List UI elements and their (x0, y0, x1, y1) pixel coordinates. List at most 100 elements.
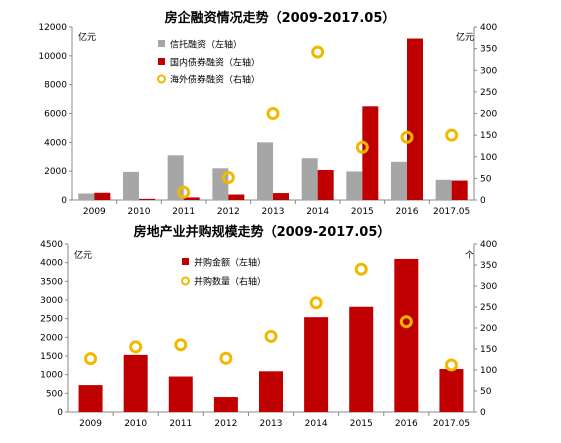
bar-left-s0-2017.05 (439, 369, 464, 412)
right-tick-label: 300 (480, 282, 497, 292)
right-tick-label: 300 (480, 66, 497, 76)
left-tick-label: 12000 (38, 23, 67, 33)
x-tick-label: 2013 (260, 419, 283, 429)
bar-left-s0-2011 (168, 376, 193, 412)
x-tick-label: 2015 (351, 207, 374, 217)
left-tick-label: 1500 (40, 352, 63, 362)
chart-title: 房企融资情况走势（2009-2017.05） (165, 10, 396, 26)
left-tick-label: 2500 (40, 315, 63, 325)
x-tick-label: 2010 (124, 419, 147, 429)
right-tick-label: 400 (480, 240, 497, 250)
x-tick-label: 2016 (396, 207, 419, 217)
bar-left-s1-2010 (139, 198, 155, 200)
bar-left-s0-2015 (346, 171, 363, 200)
x-tick-label: 2009 (79, 419, 102, 429)
right-axis-unit: 亿元 (456, 31, 474, 43)
right-tick-label: 100 (480, 153, 497, 163)
bar-left-s0-2014 (304, 317, 329, 412)
left-tick-label: 0 (57, 408, 63, 418)
legend-swatch-2 (157, 74, 166, 84)
bar-left-s0-2013 (259, 371, 283, 412)
legend-swatch-0 (182, 258, 189, 265)
point-s2-2017.05 (445, 128, 459, 142)
left-tick-label: 3500 (40, 277, 63, 287)
x-tick-label: 2016 (395, 419, 418, 429)
left-tick-label: 4000 (44, 138, 67, 148)
point-s2-2014 (311, 45, 325, 59)
right-tick-label: 150 (480, 345, 497, 355)
point-s2-2016 (400, 130, 414, 144)
left-tick-label: 2000 (44, 167, 67, 177)
point-s1-2015 (354, 262, 368, 276)
point-s1-2013 (264, 329, 278, 343)
point-s1-2009 (84, 352, 98, 366)
bar-left-s1-2015 (362, 106, 379, 200)
x-tick-label: 2012 (217, 207, 240, 217)
left-tick-label: 8000 (44, 81, 67, 91)
right-tick-label: 100 (480, 366, 497, 376)
bar-left-s1-2014 (317, 170, 334, 200)
x-tick-label: 2017.05 (433, 207, 470, 217)
left-tick-label: 6000 (44, 110, 67, 120)
bar-left-s0-2013 (257, 142, 273, 200)
legend-label-2: 海外债券融资（右轴） (170, 74, 260, 86)
legend-label-1: 并购数量（右轴） (194, 276, 266, 288)
left-tick-label: 4500 (40, 240, 63, 250)
bar-left-s1-2009 (94, 192, 111, 200)
bar-left-s1-2011 (183, 197, 200, 200)
chart-real-estate-mna: 房地产业并购规模走势（2009-2017.05） 亿元 个 0500100015… (40, 224, 497, 429)
bar-left-s0-2015 (349, 306, 374, 412)
left-tick-label: 10000 (38, 52, 67, 62)
bar-left-s0-2009 (78, 193, 95, 200)
bar-left-s0-2014 (301, 158, 318, 200)
point-s1-2012 (219, 351, 233, 365)
legend-swatch-0 (158, 40, 165, 47)
right-tick-label: 350 (480, 45, 497, 55)
right-tick-label: 150 (480, 131, 497, 141)
point-s2-2012 (221, 171, 235, 185)
x-tick-label: 2017.05 (433, 419, 470, 429)
right-tick-label: 250 (480, 88, 497, 98)
bar-left-s0-2009 (78, 385, 103, 412)
bar-left-s1-2017.05 (451, 180, 468, 200)
bar-left-s0-2016 (394, 258, 419, 412)
point-s1-2014 (309, 296, 323, 310)
right-tick-label: 200 (480, 324, 497, 334)
bar-left-s1-2013 (273, 193, 289, 200)
legend-label-0: 信托融资（左轴） (170, 39, 242, 51)
point-s2-2015 (355, 140, 369, 154)
left-tick-label: 4000 (40, 259, 63, 269)
right-tick-label: 200 (480, 110, 497, 120)
point-s1-2010 (129, 340, 143, 354)
right-tick-label: 400 (480, 23, 497, 33)
chart-title: 房地产业并购规模走势（2009-2017.05） (134, 224, 391, 240)
chart-corporate-financing: 房企融资情况走势（2009-2017.05） 亿元 亿元 02000400060… (38, 10, 497, 217)
x-tick-label: 2015 (350, 419, 373, 429)
right-tick-label: 50 (480, 174, 492, 184)
left-tick-label: 2000 (40, 333, 63, 343)
point-s2-2011 (177, 185, 191, 199)
point-s1-2016 (399, 315, 413, 329)
bar-left-s0-2011 (167, 155, 184, 200)
legend-swatch-1 (158, 58, 165, 65)
bar-left-s0-2010 (123, 171, 139, 200)
right-tick-label: 0 (480, 196, 486, 206)
point-s2-2013 (266, 107, 280, 120)
legend-swatch-1 (181, 276, 190, 286)
right-axis-unit: 个 (465, 250, 474, 261)
left-tick-label: 0 (61, 196, 67, 206)
bar-left-s0-2016 (391, 161, 407, 200)
bar-left-s0-2017.05 (435, 179, 452, 200)
left-tick-label: 500 (46, 389, 63, 399)
right-tick-label: 250 (480, 303, 497, 313)
legend-label-1: 国内债券融资（左轴） (170, 57, 260, 69)
right-tick-label: 350 (480, 261, 497, 271)
left-tick-label: 1000 (40, 371, 63, 381)
left-axis-unit: 亿元 (78, 31, 96, 43)
x-tick-label: 2014 (305, 419, 328, 429)
right-tick-label: 50 (480, 387, 492, 397)
x-tick-label: 2013 (262, 207, 285, 217)
bar-left-s1-2016 (407, 38, 423, 201)
x-tick-label: 2012 (214, 419, 237, 429)
